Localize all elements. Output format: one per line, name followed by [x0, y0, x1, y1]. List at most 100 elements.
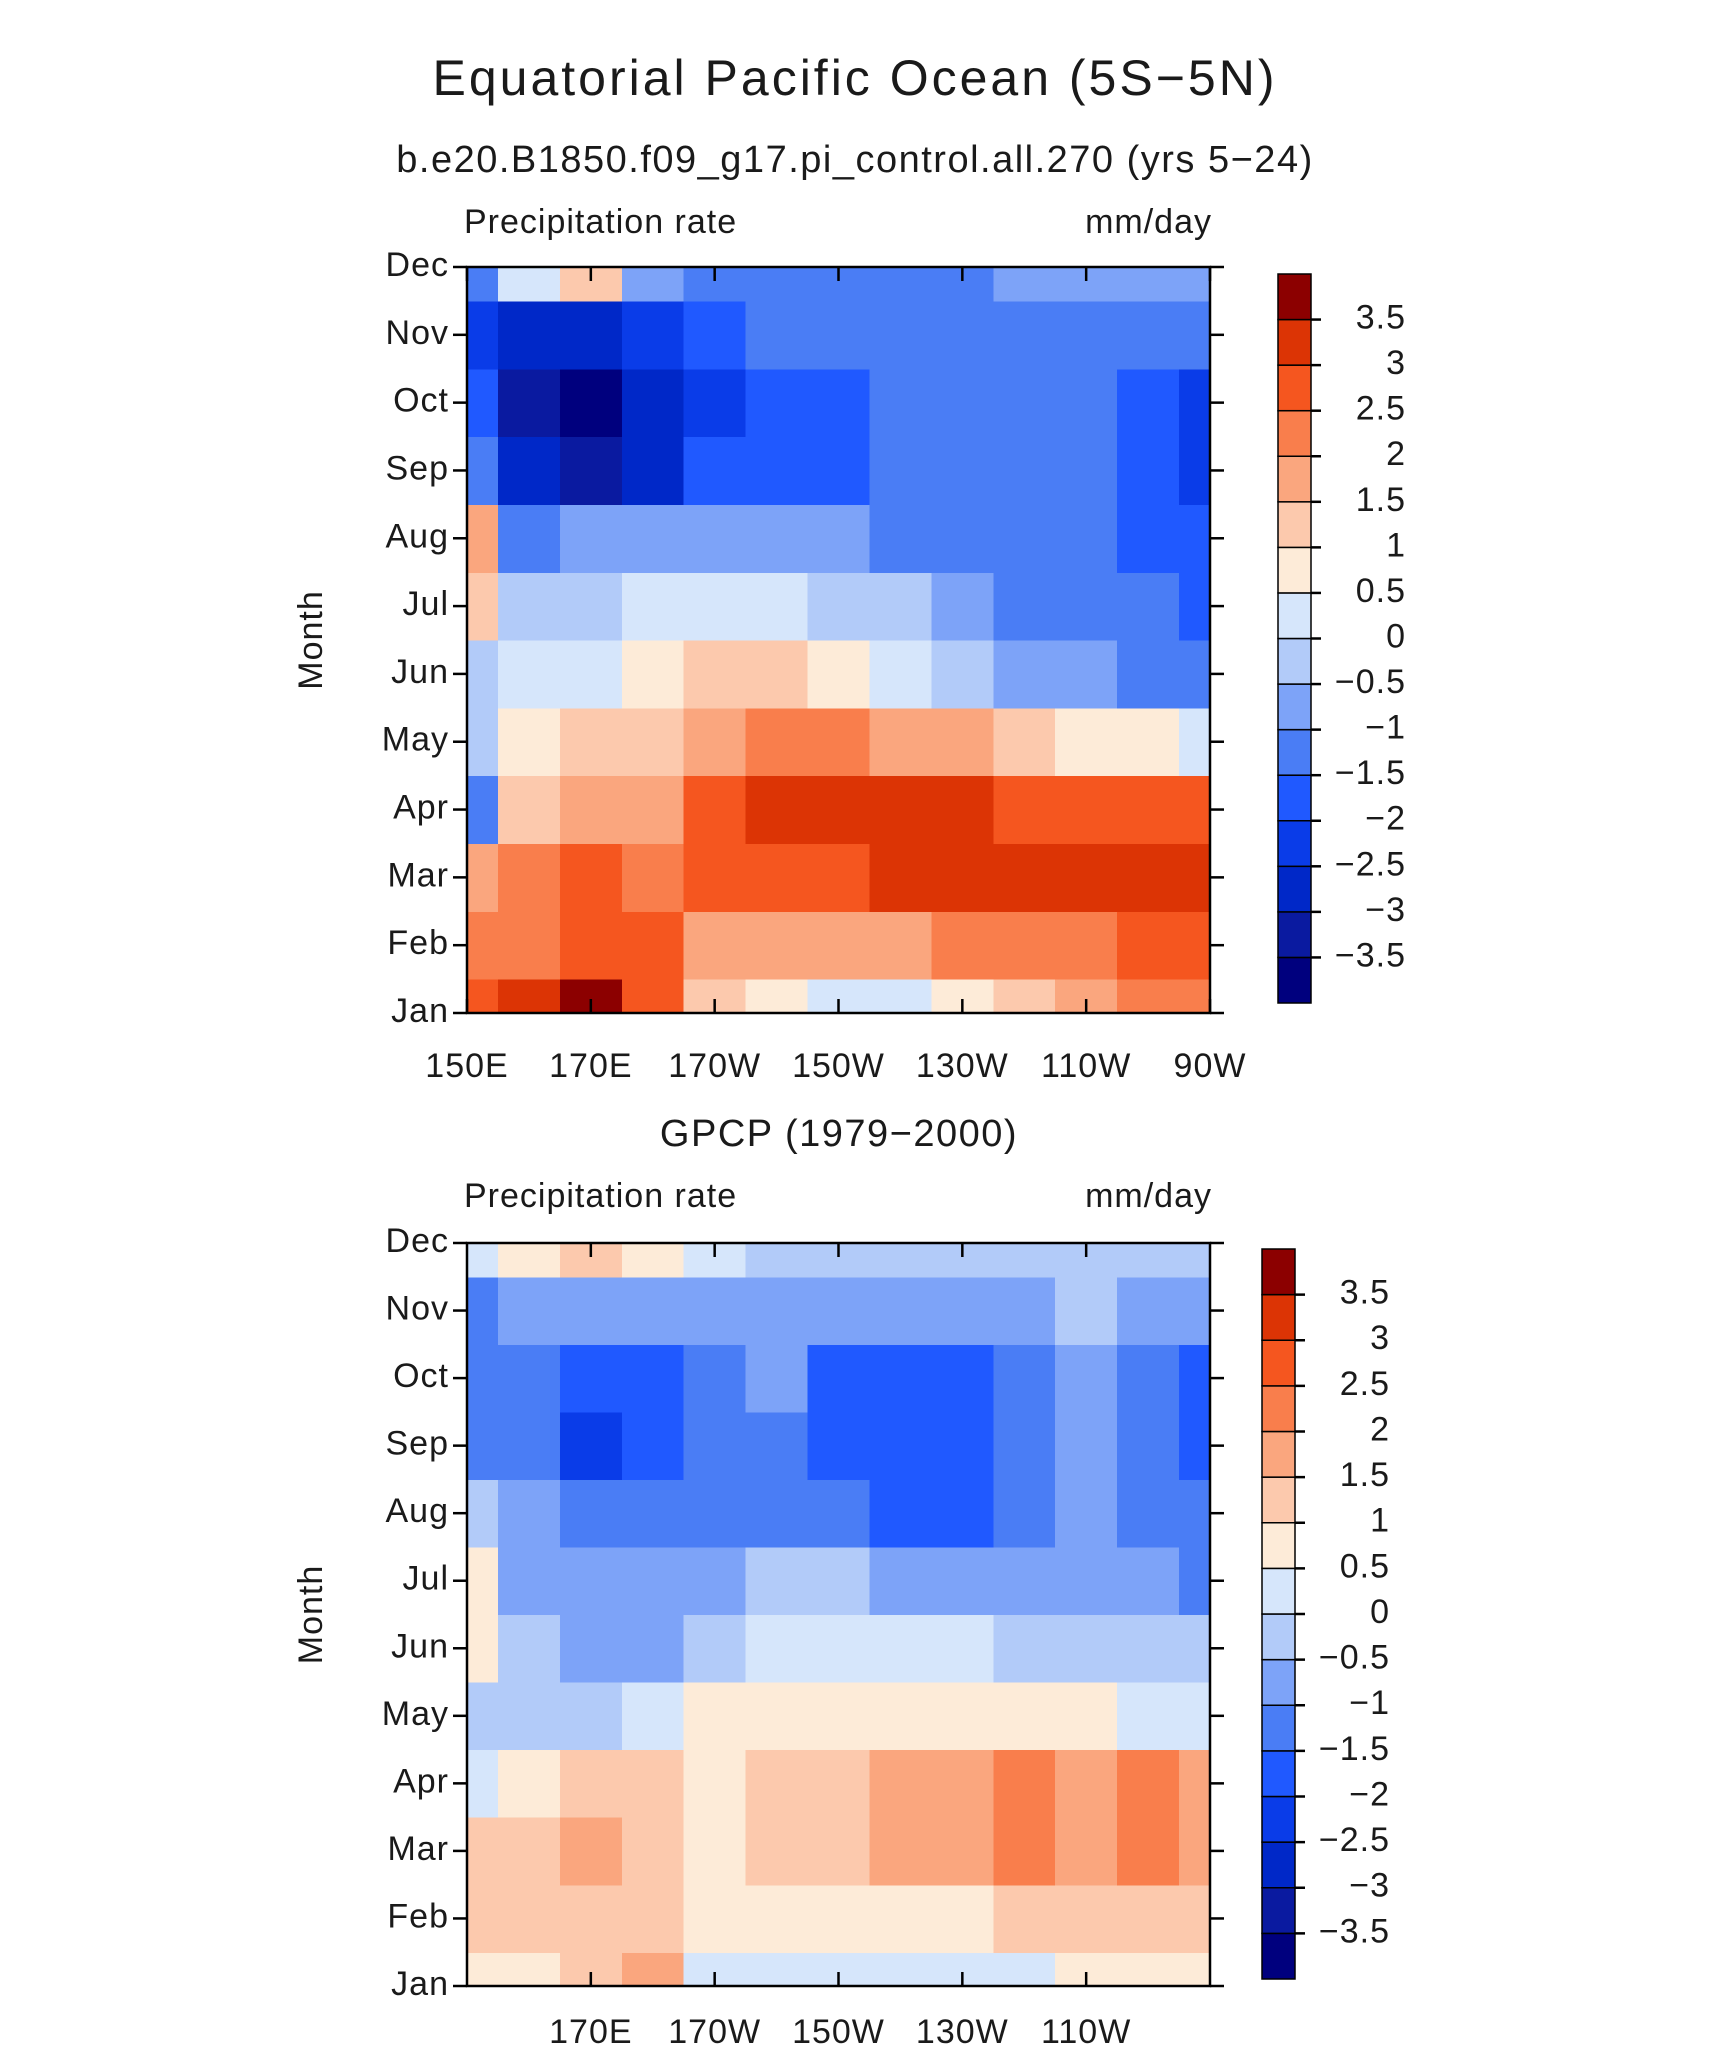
y-tick-label: Jan — [391, 992, 449, 1030]
contour-cell — [993, 1276, 1056, 1345]
contour-cell — [1117, 1479, 1180, 1548]
contour-cell — [467, 1276, 499, 1345]
colorbar-label: 3 — [1370, 1319, 1390, 1357]
contour-cell — [621, 300, 685, 370]
colorbar-label: 0.5 — [1340, 1547, 1390, 1585]
contour-cell — [1179, 267, 1210, 302]
contour-cell — [497, 267, 561, 302]
contour-cell — [1117, 1817, 1180, 1886]
y-tick-label: Apr — [393, 1762, 449, 1800]
contour-cell — [621, 1682, 685, 1751]
contour-cell — [1055, 368, 1118, 438]
contour-cell — [931, 504, 994, 573]
colorbar-label: 3.5 — [1340, 1274, 1390, 1312]
x-tick-label: 110W — [1041, 2013, 1131, 2051]
contour-cell — [745, 267, 809, 302]
contour-cell — [807, 1614, 871, 1683]
colorbar-box — [1277, 728, 1312, 776]
y-tick-label: Apr — [393, 789, 449, 827]
contour-cell — [993, 1243, 1056, 1278]
contour-cell — [621, 640, 685, 709]
contour-cell — [869, 572, 932, 641]
left-string: Precipitation rate — [464, 1177, 737, 1215]
contour-cell — [1117, 640, 1180, 709]
contour-cell — [1055, 640, 1118, 709]
contour-cell — [993, 572, 1056, 641]
contour-cell — [745, 843, 809, 912]
contour-cell — [683, 1479, 747, 1548]
contour-cell — [467, 1411, 499, 1481]
colorbar-box — [1277, 820, 1312, 868]
colorbar-box — [1261, 1841, 1296, 1889]
contour-cell — [1055, 1614, 1118, 1683]
contour-cell — [1117, 368, 1180, 438]
contour-cell — [807, 1546, 871, 1616]
contour-cell — [621, 504, 685, 573]
colorbar-box — [1277, 683, 1312, 731]
y-tick-label: Dec — [386, 1222, 449, 1260]
contour-cell — [497, 1276, 561, 1345]
contour-cell — [497, 1344, 561, 1413]
contour-cell — [1055, 843, 1118, 912]
contour-cell — [869, 1243, 932, 1278]
contour-cell — [1117, 1344, 1180, 1413]
contour-cell — [559, 1817, 623, 1886]
contour-cell — [683, 436, 747, 505]
colorbar-box — [1277, 956, 1312, 1004]
contour-cell — [745, 640, 809, 709]
colorbar-label: 3.5 — [1356, 299, 1406, 337]
contour-cell — [467, 1479, 499, 1548]
contour-cell — [497, 1749, 561, 1818]
colorbar-label: −2 — [1349, 1775, 1390, 1813]
contour-cell — [559, 775, 623, 845]
contour-cell — [497, 1682, 561, 1751]
panel-subtitle: b.e20.B1850.f09_g17.pi_control.all.270 (… — [396, 139, 1313, 181]
y-axis-title: Month — [292, 590, 330, 690]
contour-cell — [497, 1952, 561, 1986]
y-tick-label: Nov — [386, 314, 449, 352]
contour-cell — [559, 572, 623, 641]
colorbar-box — [1261, 1887, 1296, 1935]
contour-cell — [745, 1243, 809, 1278]
contour-cell — [931, 1817, 994, 1886]
contour-cell — [1179, 1411, 1210, 1481]
x-tick-label: 170W — [668, 1047, 761, 1085]
colorbar-box — [1277, 455, 1312, 503]
colorbar-box — [1277, 911, 1312, 959]
contour-cell — [1179, 1952, 1210, 1986]
contour-cell — [807, 1479, 871, 1548]
contour-cell — [1117, 1952, 1180, 1986]
contour-cell — [1179, 1884, 1210, 1953]
contour-cell — [1179, 1817, 1210, 1886]
contour-cell — [745, 1411, 809, 1481]
left-string: Precipitation rate — [464, 203, 737, 241]
contour-cell — [1055, 1749, 1118, 1818]
contour-cell — [931, 1614, 994, 1683]
contour-cell — [1117, 1276, 1180, 1345]
panel-subtitle: GPCP (1979−2000) — [660, 1113, 1018, 1155]
colorbar-label: 3 — [1386, 344, 1406, 382]
contour-cell — [931, 1749, 994, 1818]
contour-cell — [467, 300, 499, 370]
x-tick-label: 150W — [792, 2013, 885, 2051]
contour-cell — [467, 504, 499, 573]
colorbar-box — [1261, 1750, 1296, 1798]
contour-cell — [745, 911, 809, 980]
contour-cell — [931, 911, 994, 980]
y-tick-label: Aug — [386, 1492, 450, 1530]
contour-cell — [621, 979, 685, 1013]
contour-cell — [807, 843, 871, 912]
contour-cell — [467, 1884, 499, 1953]
contour-cell — [467, 707, 499, 777]
contour-cell — [1117, 911, 1180, 980]
colorbar-label: −3.5 — [1335, 936, 1406, 974]
x-tick-label: 150E — [425, 1047, 508, 1085]
contour-cell — [559, 640, 623, 709]
contour-cell — [745, 572, 809, 641]
contour-cell — [745, 1682, 809, 1751]
contour-cell — [807, 1749, 871, 1818]
contour-cell — [807, 640, 871, 709]
contour-cell — [559, 911, 623, 980]
contour-cell — [745, 1884, 809, 1953]
contour-cell — [621, 1411, 685, 1481]
